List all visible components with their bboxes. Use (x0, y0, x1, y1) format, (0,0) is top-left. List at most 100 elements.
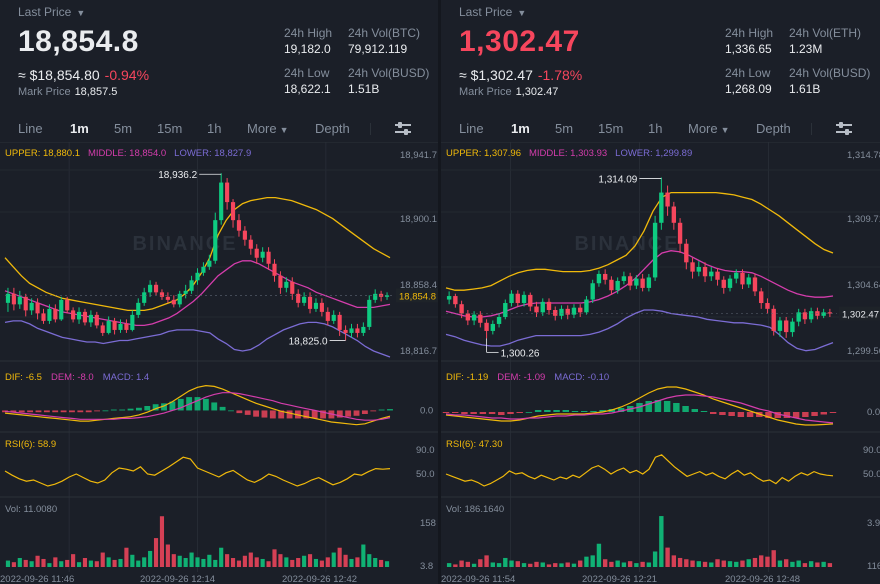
volume-bar (136, 560, 141, 567)
volume-bar (759, 555, 764, 567)
macd-bar (110, 409, 117, 411)
tab-label: 15m (598, 121, 624, 136)
last-price-label[interactable]: Last Price ▼ (18, 5, 86, 19)
macd-bar (69, 410, 75, 413)
macd-dif-line (4, 384, 391, 426)
macd-bar (169, 401, 176, 411)
macd-histogram (2, 397, 393, 419)
candle-body (746, 277, 751, 285)
high-marker: 18,936.2 (158, 170, 197, 181)
candle-body (684, 243, 689, 263)
macd-bar (774, 412, 781, 418)
macd-bar (387, 409, 393, 411)
candle-body (29, 302, 34, 311)
tab-5m[interactable]: 5m (114, 121, 132, 136)
candle-body (59, 299, 64, 320)
macd-bar (553, 410, 560, 412)
chart-settings-icon[interactable] (834, 120, 854, 138)
volume-bar (207, 554, 212, 567)
tab-more[interactable]: More ▼ (688, 121, 730, 136)
candle-body (740, 272, 745, 285)
candle-body (296, 293, 301, 303)
candle-body (490, 323, 495, 331)
kline-chart[interactable]: BINANCE 18,936.2 18,825.0 UPPER: 18,880.1 MI… (0, 142, 438, 584)
tab-more[interactable]: More ▼ (247, 121, 289, 136)
stat-24h-vol-busd: 24h Vol(BUSD) 1.51B (348, 66, 430, 96)
macd-dem-line (445, 394, 834, 424)
macd-bar (202, 398, 209, 411)
candle-body (515, 293, 520, 304)
macd-bar (303, 410, 310, 419)
candle-body (528, 294, 533, 307)
macd-bar (765, 412, 772, 418)
volume-bar (159, 516, 165, 567)
candle-body (136, 302, 141, 315)
volume-bar (219, 547, 224, 567)
macd-bar (219, 406, 226, 411)
candle-body (540, 301, 545, 313)
candle-body (337, 314, 342, 330)
macd-bar (278, 410, 285, 419)
tab-1m[interactable]: 1m (70, 121, 89, 136)
candle-body (272, 263, 277, 276)
macd-bar (525, 412, 533, 413)
macd-bar (498, 412, 505, 415)
tab-1h[interactable]: 1h (648, 121, 662, 136)
volume-bar (815, 562, 820, 567)
candle-body (82, 311, 88, 323)
candle-body (534, 306, 539, 313)
candle-body (106, 320, 111, 333)
volume-bar (384, 561, 390, 567)
candle-body (183, 290, 188, 294)
macd-bar (127, 408, 134, 411)
volume-bar (521, 563, 527, 567)
volume-bar (471, 563, 477, 567)
candle-body (659, 192, 664, 223)
volume-bar (634, 563, 639, 567)
kline-chart[interactable]: BINANCE 1,314.09 1,300.26 UPPER: 1,307.96 MI… (441, 142, 880, 584)
macd-bar (119, 409, 126, 411)
volume-bar (765, 556, 770, 567)
last-price-label[interactable]: Last Price ▼ (459, 5, 527, 19)
candle-body (165, 296, 170, 300)
stat-24h-vol-busd: 24h Vol(BUSD) 1.61B (789, 66, 871, 96)
candle-body (752, 277, 758, 292)
candle-body (665, 192, 670, 207)
candle-body (71, 310, 76, 320)
candle-body (459, 304, 464, 314)
tab-line[interactable]: Line (18, 121, 43, 136)
volume-bar (615, 560, 620, 567)
candle-body (821, 312, 826, 316)
tab-1m[interactable]: 1m (511, 121, 530, 136)
macd-bar (746, 412, 754, 417)
candle-body (509, 293, 514, 304)
macd-legend-dif: DIF: -1.19 (446, 372, 488, 383)
candle-body (189, 280, 194, 291)
candle-body (11, 293, 16, 305)
volume-bar (171, 554, 176, 567)
tab-15m[interactable]: 15m (157, 121, 182, 136)
macd-axis-label: 0.00 (867, 407, 880, 418)
candle-body (159, 292, 165, 297)
time-axis-label: 2022-09-26 12:21 (582, 574, 657, 584)
macd-bar (361, 410, 368, 414)
candle-body (602, 273, 608, 280)
tab-15m[interactable]: 15m (598, 121, 623, 136)
volume-bar (177, 555, 182, 567)
volume-bar (484, 555, 489, 567)
tab-1h[interactable]: 1h (207, 121, 221, 136)
tab-depth[interactable]: Depth (756, 121, 791, 136)
tab-depth[interactable]: Depth (315, 121, 350, 136)
candle-body (496, 316, 502, 324)
chart-settings-icon[interactable] (393, 120, 413, 138)
volume-bar (59, 561, 64, 567)
candle-body (331, 314, 336, 321)
macd-bar (10, 410, 17, 413)
tab-line[interactable]: Line (459, 121, 484, 136)
macd-bar (60, 410, 67, 413)
macd-bar (691, 409, 699, 412)
rsi-axis-label: 50.0 (416, 469, 435, 480)
candle-body (53, 308, 58, 320)
candle-body (709, 271, 714, 277)
tab-5m[interactable]: 5m (555, 121, 573, 136)
